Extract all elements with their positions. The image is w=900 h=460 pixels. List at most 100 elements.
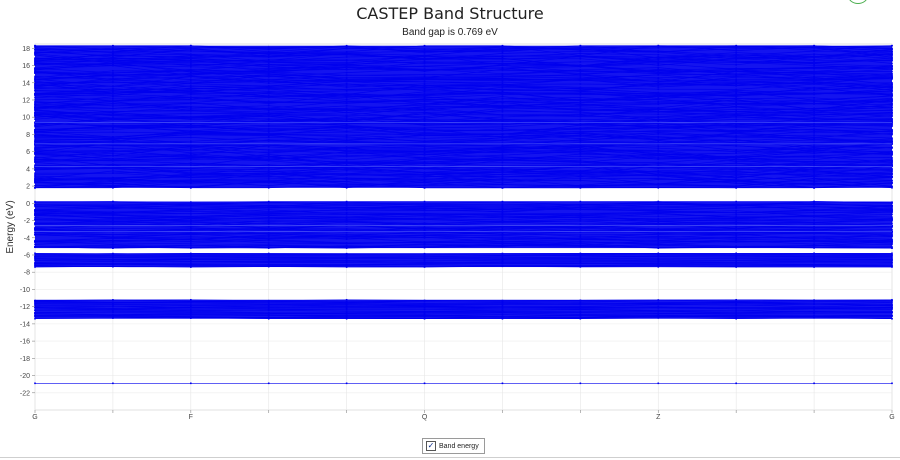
legend-label: Band energy: [439, 442, 479, 450]
band-point: [112, 89, 114, 92]
band-point: [34, 134, 36, 136]
band-point: [735, 168, 737, 170]
band-point: [657, 255, 660, 258]
band-point: [579, 255, 582, 257]
band-point: [190, 152, 192, 154]
x-tick-label: G: [889, 414, 894, 421]
legend-checkbox[interactable]: ✓: [426, 441, 436, 451]
band-point: [813, 205, 815, 208]
band-point: [112, 69, 114, 72]
band-point: [735, 90, 737, 93]
band-point: [112, 259, 114, 261]
band-line: [34, 217, 893, 223]
band-point: [501, 110, 504, 113]
band-point: [891, 158, 893, 160]
band-point: [891, 82, 893, 84]
band-point: [813, 158, 815, 161]
band-point: [267, 237, 270, 239]
band-point: [501, 62, 504, 65]
band-point: [267, 234, 270, 236]
band-point: [735, 82, 737, 84]
band-point: [735, 53, 737, 56]
band-point: [891, 93, 893, 96]
band-point: [423, 162, 426, 165]
band-point: [267, 305, 270, 307]
band-point: [813, 144, 815, 146]
band-point: [501, 159, 504, 162]
band-point: [579, 70, 582, 73]
band-point: [657, 219, 660, 222]
band-point: [190, 136, 192, 139]
band-point: [345, 96, 348, 99]
band-point: [112, 265, 114, 268]
band-point: [34, 311, 36, 314]
band-point: [190, 176, 192, 178]
band-point: [267, 164, 270, 166]
band-point: [34, 109, 36, 112]
band-point: [501, 80, 504, 82]
band-point: [345, 208, 348, 210]
band-point: [190, 101, 192, 104]
band-point: [579, 73, 582, 76]
band-point: [423, 315, 426, 318]
band-line: [34, 305, 893, 309]
band-line: [34, 299, 893, 302]
band-point: [34, 48, 36, 50]
x-tick-label: G: [32, 414, 37, 421]
band-point: [345, 382, 348, 385]
band-point: [267, 140, 270, 142]
band-line: [34, 45, 893, 50]
band-point: [190, 246, 192, 249]
band-point: [267, 263, 270, 266]
band-point: [579, 244, 582, 246]
band-line: [34, 50, 893, 61]
band-point: [190, 310, 192, 312]
band-point: [423, 48, 426, 50]
band-point: [735, 187, 737, 189]
band-point: [34, 79, 36, 81]
band-point: [579, 172, 582, 175]
band-point: [34, 211, 36, 213]
band-line: [34, 168, 893, 179]
band-point: [501, 64, 504, 66]
band-point: [34, 112, 36, 114]
band-line: [34, 265, 893, 268]
band-point: [501, 264, 504, 267]
band-point: [345, 317, 348, 320]
band-point: [345, 76, 348, 79]
band-point: [267, 171, 270, 174]
band-point: [501, 72, 504, 75]
band-line: [34, 234, 893, 240]
band-line: [34, 96, 893, 106]
band-point: [891, 70, 893, 73]
band-point: [112, 177, 114, 179]
band-point: [891, 181, 893, 184]
band-point: [34, 172, 36, 174]
band-point: [423, 120, 426, 123]
legend[interactable]: ✓ Band energy: [422, 438, 485, 454]
band-point: [501, 91, 504, 94]
band-point: [579, 242, 582, 245]
band-point: [267, 169, 270, 171]
band-point: [735, 48, 737, 50]
band-point: [735, 150, 737, 153]
band-point: [34, 64, 36, 66]
band-point: [34, 257, 36, 260]
band-point: [735, 105, 737, 108]
band-point: [735, 172, 737, 175]
band-point: [267, 253, 270, 256]
band-point: [735, 95, 737, 97]
band-point: [813, 119, 815, 122]
band-point: [735, 63, 737, 66]
band-line: [34, 59, 893, 67]
band-point: [267, 257, 270, 260]
band-point: [657, 66, 660, 69]
band-point: [579, 220, 582, 222]
band-point: [345, 162, 348, 164]
band-point: [34, 151, 36, 154]
band-point: [579, 115, 582, 117]
band-point: [267, 55, 270, 58]
band-point: [579, 54, 582, 57]
band-point: [267, 127, 270, 130]
